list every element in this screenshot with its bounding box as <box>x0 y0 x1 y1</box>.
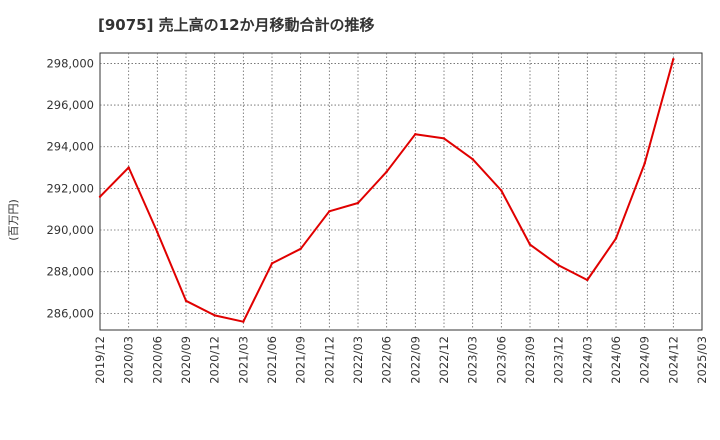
plot-area <box>99 52 703 331</box>
y-tick-label: 288,000 <box>46 265 94 279</box>
data-point <box>614 237 618 240</box>
data-point <box>98 195 102 198</box>
data-point <box>156 230 159 234</box>
x-tick-label: 2019/12 <box>93 336 107 384</box>
data-point <box>643 162 646 165</box>
data-point <box>586 278 589 282</box>
data-point <box>557 264 560 267</box>
data-point <box>442 137 446 140</box>
data-point <box>528 243 532 246</box>
data-point <box>500 189 503 192</box>
x-tick-label: 2023/12 <box>552 336 566 384</box>
x-tick-label: 2020/06 <box>150 336 164 384</box>
x-tick-label: 2021/12 <box>322 336 336 384</box>
x-tick-label: 2023/09 <box>523 336 537 384</box>
x-tick-label: 2021/03 <box>236 336 250 384</box>
data-point <box>471 158 474 161</box>
x-tick-label: 2023/03 <box>466 336 480 384</box>
y-tick-label: 294,000 <box>46 140 94 154</box>
x-tick-label: 2022/03 <box>351 336 365 384</box>
data-point <box>299 247 302 250</box>
x-tick-label: 2020/12 <box>208 336 222 384</box>
x-tick-label: 2022/06 <box>380 336 394 384</box>
x-tick-label: 2024/12 <box>666 336 680 384</box>
x-tick-label: 2025/03 <box>695 336 709 384</box>
data-point <box>213 314 216 317</box>
y-tick-label: 290,000 <box>46 223 94 237</box>
data-point <box>328 210 331 213</box>
y-tick-label: 292,000 <box>46 181 94 195</box>
x-tick-label: 2021/06 <box>265 336 279 384</box>
data-point <box>414 133 417 136</box>
x-tick-label: 2022/09 <box>408 336 422 384</box>
x-tick-label: 2020/03 <box>122 336 136 384</box>
y-tick-label: 298,000 <box>46 56 94 70</box>
y-tick-label: 296,000 <box>46 98 94 112</box>
chart-title: [9075] 売上高の12か月移動合計の推移 <box>98 16 375 34</box>
data-point <box>385 170 388 173</box>
x-tick-label: 2023/06 <box>494 336 508 384</box>
data-point <box>356 201 360 205</box>
x-tick-label: 2022/12 <box>437 336 451 384</box>
data-point <box>672 58 675 61</box>
x-tick-label: 2024/09 <box>638 336 652 384</box>
x-tick-label: 2021/09 <box>294 336 308 384</box>
data-point <box>242 320 245 323</box>
x-tick-label: 2020/09 <box>179 336 193 384</box>
x-tick-label: 2024/06 <box>609 336 623 384</box>
data-point <box>127 166 130 169</box>
data-point <box>270 262 274 265</box>
y-tick-label: 286,000 <box>46 306 94 320</box>
data-point <box>184 299 188 303</box>
x-tick-label: 2024/03 <box>580 336 594 384</box>
